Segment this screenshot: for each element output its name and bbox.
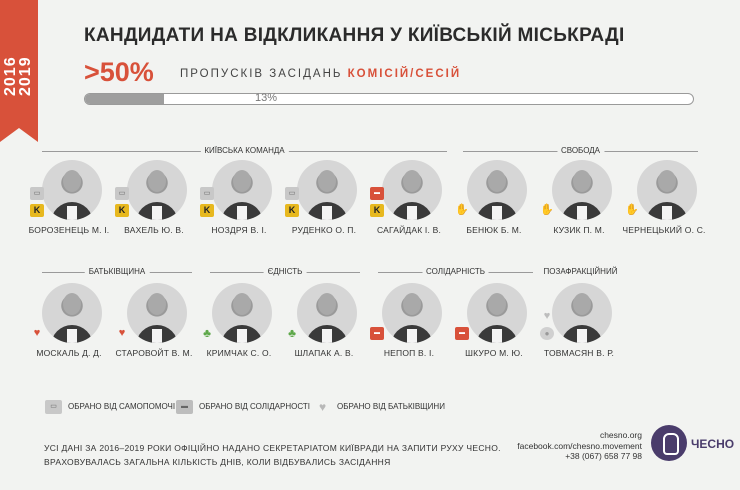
candidate-photo (212, 283, 272, 343)
k-icon: K (370, 204, 384, 217)
candidate-photo (127, 160, 187, 220)
years-ribbon: 2016 2019 (0, 0, 38, 142)
progress-bar: 13% (84, 92, 694, 105)
ribbon-years: 2016 2019 (2, 0, 34, 96)
k-icon: K (285, 204, 299, 217)
footnote: УСІ ДАНІ ЗА 2016–2019 РОКИ ОФІЦІЙНО НАДА… (44, 441, 501, 469)
candidate-name: СТАРОВОЙТ В. М. (115, 348, 193, 358)
svoboda-hand-icon: ✋ (625, 204, 639, 216)
contact-facebook[interactable]: facebook.com/chesno.movement (517, 440, 642, 451)
progress-bar-fill (85, 94, 165, 104)
samopomich-icon: ▭ (45, 400, 62, 414)
logo-text: ЧЕСНО (691, 437, 735, 451)
contact-site[interactable]: chesno.org (599, 430, 642, 440)
candidate-photo (467, 160, 527, 220)
group-kyiv-team: КИЇВСЬКА КОМАНДА (42, 146, 447, 158)
clover-icon: ♣ (288, 326, 296, 340)
ribbon-year-start: 2016 (2, 56, 19, 96)
group-name: ПОЗАФРАКЦІЙНИЙ (539, 267, 622, 276)
legend-solidarnist: ▬ ОБРАНО ВІД СОЛІДАРНОСТІ (176, 400, 310, 414)
candidate-photo (382, 160, 442, 220)
candidate-photo (382, 283, 442, 343)
samopomich-icon: ▭ (115, 187, 129, 200)
heart-icon: ♥ (543, 310, 551, 322)
candidate-name: ВАХЕЛЬ Ю. В. (124, 225, 184, 235)
candidate-photo (127, 283, 187, 343)
candidate-name: ЧЕРНЕЦЬКИЙ О. С. (622, 225, 706, 235)
legend-label: ОБРАНО ВІД СОЛІДАРНОСТІ (199, 402, 310, 412)
heart-icon: ♥ (33, 327, 41, 339)
group-batkivshchyna: БАТЬКІВЩИНА (42, 267, 192, 279)
page-title: КАНДИДАТИ НА ВІДКЛИКАННЯ У КИЇВСЬКІЙ МІС… (84, 25, 625, 46)
candidate-photo (637, 160, 697, 220)
candidate-name: НЕПОП В. І. (383, 348, 435, 358)
footnote-line-2: ВРАХОВУВАЛАСЬ ЗАГАЛЬНА КІЛЬКІСТЬ ДНІВ, К… (44, 457, 391, 467)
legend-label: ОБРАНО ВІД САМОПОМОЧІ (68, 402, 176, 412)
k-icon: K (30, 204, 44, 217)
candidate-name: МОСКАЛЬ Д. Д. (36, 348, 102, 358)
group-yednist: ЄДНІСТЬ (210, 267, 360, 279)
footnote-line-1: УСІ ДАНІ ЗА 2016–2019 РОКИ ОФІЦІЙНО НАДА… (44, 443, 501, 453)
group-svoboda: СВОБОДА (463, 146, 698, 158)
group-name: БАТЬКІВЩИНА (84, 267, 150, 276)
candidate-photo (42, 160, 102, 220)
candidate-name: ТОВМАСЯН В. Р. (543, 348, 615, 358)
candidate-photo (42, 283, 102, 343)
stat-subtitle-accent: КОМІСІЙ/СЕСІЙ (347, 68, 462, 80)
heart-icon: ♥ (318, 400, 327, 414)
candidate-photo (552, 160, 612, 220)
candidate-name: ШЛАПАК А. В. (294, 348, 354, 358)
legend-samopomich: ▭ ОБРАНО ВІД САМОПОМОЧІ (45, 400, 175, 414)
solidarnist-icon: ▬ (455, 327, 469, 340)
candidate-photo (297, 283, 357, 343)
solidarnist-icon: ▬ (370, 187, 384, 200)
k-icon: K (115, 204, 129, 217)
candidate-photo (552, 283, 612, 343)
svoboda-hand-icon: ✋ (455, 204, 469, 216)
candidate-name: РУДЕНКО О. П. (291, 225, 357, 235)
samopomich-icon: ▭ (200, 187, 214, 200)
candidate-name: БОРОЗЕНЕЦЬ М. І. (28, 225, 110, 235)
heart-icon: ♥ (118, 327, 126, 339)
candidate-name: БЕНЮК Б. М. (466, 225, 522, 235)
candidate-name: САГАЙДАК І. В. (376, 225, 442, 235)
candidate-name: КРИМЧАК С. О. (206, 348, 272, 358)
group-name: СВОБОДА (556, 146, 605, 155)
group-name: КИЇВСЬКА КОМАНДА (200, 146, 289, 155)
solidarnist-icon: ▬ (176, 400, 193, 414)
progress-label: 13% (255, 92, 278, 104)
group-name: СОЛІДАРНІСТЬ (422, 267, 489, 276)
solidarnist-icon: ▬ (370, 327, 384, 340)
candidate-photo (467, 283, 527, 343)
contact-phone: +38 (067) 658 77 98 (565, 451, 642, 461)
candidate-name: КУЗИК П. М. (553, 225, 605, 235)
legend-batkivshchyna: ♥ ОБРАНО ВІД БАТЬКІВЩИНИ (314, 400, 445, 414)
stat-subtitle-prefix: ПРОПУСКІВ ЗАСІДАНЬ (180, 68, 343, 80)
group-pozafraktsiinyi: ПОЗАФРАКЦІЙНИЙ (539, 267, 622, 279)
stat-subtitle: ПРОПУСКІВ ЗАСІДАНЬ КОМІСІЙ/СЕСІЙ (180, 68, 461, 80)
ribbon-year-end: 2019 (17, 56, 34, 96)
group-solidarnist: СОЛІДАРНІСТЬ (378, 267, 533, 279)
person-icon: ● (540, 327, 554, 340)
k-icon: K (200, 204, 214, 217)
svoboda-hand-icon: ✋ (540, 204, 554, 216)
contacts: chesno.org facebook.com/chesno.movement … (517, 430, 642, 462)
big-percentage: >50% (84, 57, 154, 87)
candidate-photo (297, 160, 357, 220)
samopomich-icon: ▭ (30, 187, 44, 200)
clover-icon: ♣ (203, 326, 211, 340)
legend-label: ОБРАНО ВІД БАТЬКІВЩИНИ (337, 402, 445, 412)
candidate-photo (212, 160, 272, 220)
samopomich-icon: ▭ (285, 187, 299, 200)
group-name: ЄДНІСТЬ (263, 267, 307, 276)
chesno-logo-icon (651, 425, 687, 461)
candidate-name: ШКУРО М. Ю. (465, 348, 523, 358)
candidate-name: НОЗДРЯ В. І. (211, 225, 267, 235)
